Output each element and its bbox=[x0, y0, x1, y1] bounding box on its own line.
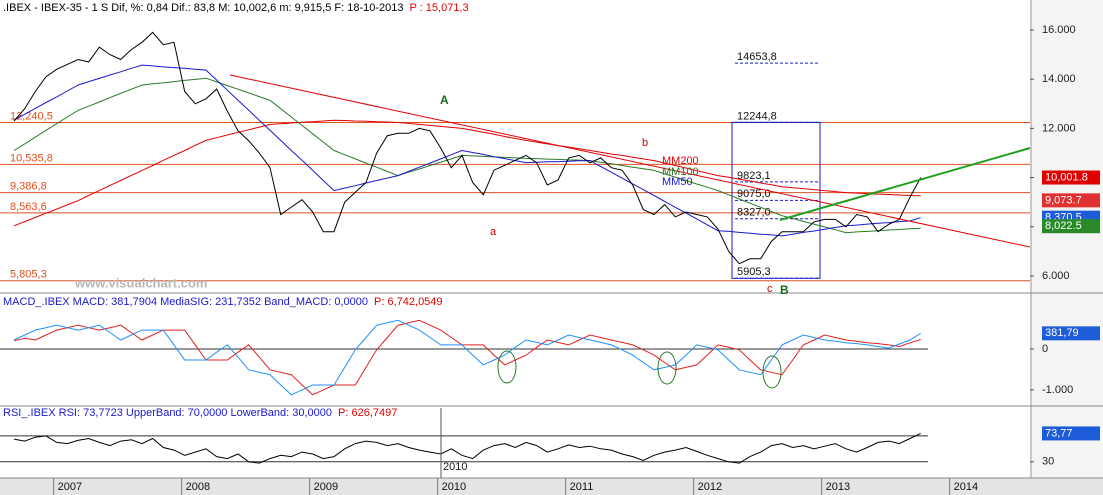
x-tick-label: 2007 bbox=[58, 481, 82, 493]
x-tick-label: 2013 bbox=[826, 481, 850, 493]
series-line bbox=[13, 319, 921, 396]
highlight bbox=[497, 350, 517, 384]
watermark: www.visualchart.com bbox=[74, 275, 207, 290]
value-tag-label: 381,79 bbox=[1045, 327, 1079, 339]
value-tag-label: 9,073.7 bbox=[1045, 194, 1082, 206]
y-tick-label: 16.000 bbox=[1042, 24, 1076, 36]
panel-header-extra: P : 15,071,3 bbox=[409, 2, 468, 14]
level-label: 5,805,3 bbox=[10, 269, 47, 281]
y-tick-label: 12.000 bbox=[1042, 122, 1076, 134]
value-tag-label: 73,77 bbox=[1045, 427, 1073, 439]
panel-header: RSI_.IBEX RSI: 73,7723 UpperBand: 70,000… bbox=[3, 407, 332, 419]
x-axis-area bbox=[0, 478, 1103, 495]
y-tick-label: 30 bbox=[1042, 456, 1054, 468]
axis-area bbox=[1031, 0, 1103, 478]
ma-label: MM200 bbox=[662, 155, 699, 167]
level-label: 8,563,6 bbox=[10, 201, 47, 213]
trend-line bbox=[779, 147, 1031, 221]
fib-label: 9823,1 bbox=[737, 170, 771, 182]
value-tag bbox=[1042, 170, 1100, 185]
level-label: 12,240,5 bbox=[10, 110, 53, 122]
level-label: 10,535,8 bbox=[10, 152, 53, 164]
annotation: A bbox=[440, 93, 449, 107]
panel-header: MACD_.IBEX MACD: 381,7904 MediaSIG: 231,… bbox=[3, 296, 368, 308]
panel-header-extra: P: 626,7497 bbox=[338, 407, 397, 419]
ma-label: MM50 bbox=[662, 176, 693, 188]
price-panel: 16.00014.00012.00010.0008.0006.00012,240… bbox=[0, 24, 1100, 282]
panel-header-extra: P: 6,742,0549 bbox=[374, 296, 443, 308]
rsi-panel: 30 73,77 bbox=[0, 426, 1100, 468]
cursor-label: 2010 bbox=[443, 461, 467, 473]
highlight bbox=[657, 351, 677, 385]
x-tick-label: 2014 bbox=[954, 481, 978, 493]
panel-header: .IBEX - IBEX-35 - 1 S Dif, %: 0,84 Dif.:… bbox=[3, 2, 403, 14]
annotation: c bbox=[767, 283, 773, 295]
annotation: a bbox=[490, 226, 497, 238]
value-tag-label: 8,022.5 bbox=[1045, 220, 1082, 232]
y-tick-label: 14.000 bbox=[1042, 73, 1076, 85]
series-line bbox=[13, 64, 921, 237]
x-tick-label: 2008 bbox=[186, 481, 210, 493]
annotation: B bbox=[780, 283, 789, 297]
series-line bbox=[13, 77, 921, 234]
y-tick-label: 0 bbox=[1042, 343, 1048, 355]
series-line bbox=[13, 119, 921, 227]
value-tag-label: 10,001.8 bbox=[1045, 171, 1088, 183]
fib-label: 12244,8 bbox=[737, 110, 777, 122]
value-tag bbox=[1042, 326, 1100, 341]
y-tick-label: -1.000 bbox=[1042, 384, 1073, 396]
value-tag bbox=[1042, 193, 1100, 208]
annotation: b bbox=[642, 137, 648, 149]
highlight bbox=[762, 355, 782, 389]
x-tick-label: 2010 bbox=[442, 481, 466, 493]
fib-label: 5905,3 bbox=[737, 266, 771, 278]
x-tick-label: 2009 bbox=[314, 481, 338, 493]
fib-label: 8327,0 bbox=[737, 207, 771, 219]
y-tick-label: 6.000 bbox=[1042, 270, 1070, 282]
series-line bbox=[13, 432, 921, 464]
macd-panel: 0 -1.000 381,79 bbox=[0, 319, 1100, 396]
fib-label: 9075,0 bbox=[737, 188, 771, 200]
fib-label: 14653,8 bbox=[737, 51, 777, 63]
trend-line bbox=[229, 74, 1031, 248]
series-line bbox=[13, 319, 921, 396]
level-label: 9,386,8 bbox=[10, 181, 47, 193]
series-line bbox=[13, 31, 922, 265]
ma-label: MM100 bbox=[662, 166, 699, 178]
value-tag bbox=[1042, 219, 1100, 234]
value-tag bbox=[1042, 426, 1100, 441]
x-axis: 2007 2008 2009 2010 2011 2012 2013 2014 bbox=[53, 478, 978, 495]
x-tick-label: 2012 bbox=[698, 481, 722, 493]
x-tick-label: 2011 bbox=[570, 481, 594, 493]
